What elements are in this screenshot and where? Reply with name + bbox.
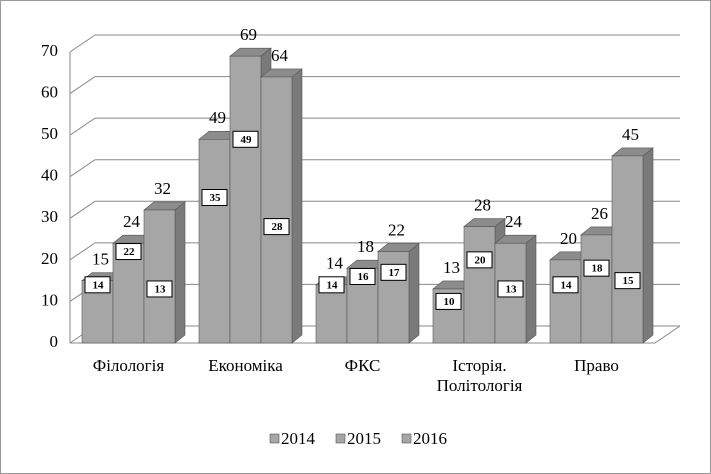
value-label: 45	[622, 125, 639, 144]
inner-label: 13	[155, 283, 167, 295]
y-tick-label: 20	[41, 249, 58, 268]
y-tick-label: 40	[41, 166, 58, 185]
value-label: 32	[154, 179, 171, 198]
inner-label-box	[435, 292, 462, 310]
inner-label-box	[115, 243, 142, 261]
bar	[549, 259, 582, 344]
legend-label: 2016	[413, 429, 447, 448]
legend-label: 2014	[281, 429, 316, 448]
value-label: 15	[92, 250, 109, 269]
inner-label: 49	[241, 134, 253, 146]
inner-label-box	[380, 263, 407, 281]
value-label: 69	[240, 25, 257, 44]
bar-side	[642, 147, 654, 344]
x-tick-label: Економіка	[208, 356, 283, 375]
y-tick-label: 30	[41, 207, 58, 226]
inner-label: 10	[444, 296, 456, 308]
inner-label-box	[349, 267, 376, 285]
y-tick-label: 50	[41, 124, 58, 143]
bar	[143, 209, 176, 344]
value-label: 14	[326, 254, 344, 273]
inner-label-box	[201, 189, 228, 206]
bar-side	[525, 234, 537, 344]
inner-label-box	[146, 280, 173, 298]
value-label: 28	[474, 196, 491, 215]
value-label: 18	[357, 237, 374, 256]
inner-label-box	[263, 218, 290, 236]
inner-label: 18	[592, 263, 604, 275]
y-tick-label: 0	[50, 332, 59, 351]
bar	[260, 76, 293, 344]
value-label: 22	[388, 220, 405, 239]
value-label: 24	[123, 212, 141, 231]
value-label: 24	[505, 212, 523, 231]
bar-side	[174, 201, 186, 344]
inner-label-box	[466, 251, 493, 269]
y-tick-label: 10	[41, 290, 58, 309]
grid-line	[69, 200, 680, 219]
inner-label-box	[84, 276, 111, 294]
inner-label-box	[552, 276, 579, 294]
inner-label: 14	[327, 279, 339, 291]
bar	[580, 234, 613, 344]
value-label: 49	[209, 108, 226, 127]
bar	[229, 55, 262, 344]
legend-swatch	[269, 433, 280, 444]
bar	[198, 139, 231, 344]
value-label: 20	[560, 229, 577, 248]
x-tick-label: ФКС	[344, 356, 381, 375]
inner-label: 17	[389, 267, 401, 279]
grid-line	[69, 159, 680, 178]
inner-label-box	[318, 276, 345, 294]
grid-line	[69, 117, 680, 136]
inner-label-box	[614, 272, 641, 290]
inner-label: 14	[93, 279, 105, 291]
y-tick-label: 60	[41, 82, 58, 101]
bar	[611, 155, 644, 344]
legend-label: 2015	[347, 429, 381, 448]
value-label: 26	[591, 204, 608, 223]
y-tick-label: 70	[41, 41, 58, 60]
inner-label: 16	[358, 271, 370, 283]
inner-label-box	[232, 130, 259, 148]
inner-label-box	[497, 280, 524, 298]
bar-side	[408, 242, 420, 344]
grid-line	[69, 34, 680, 53]
grid-line	[69, 76, 680, 94]
inner-label: 13	[506, 283, 518, 295]
x-tick-label: Історія. Політологія	[436, 356, 523, 395]
inner-label: 15	[623, 275, 635, 287]
inner-label: 28	[272, 221, 284, 233]
value-label: 64	[271, 46, 289, 65]
inner-label: 14	[561, 279, 573, 291]
value-label: 13	[443, 258, 460, 277]
x-tick-label: Філологія	[92, 356, 165, 375]
inner-label: 35	[210, 192, 222, 204]
bar-side	[291, 68, 303, 344]
legend-swatch	[335, 433, 346, 444]
inner-label: 22	[124, 246, 136, 258]
x-tick-label: Право	[574, 356, 619, 375]
legend-swatch	[401, 433, 412, 444]
bar	[463, 226, 496, 344]
inner-label-box	[583, 259, 610, 277]
bar	[315, 284, 348, 344]
inner-label: 20	[475, 254, 487, 266]
